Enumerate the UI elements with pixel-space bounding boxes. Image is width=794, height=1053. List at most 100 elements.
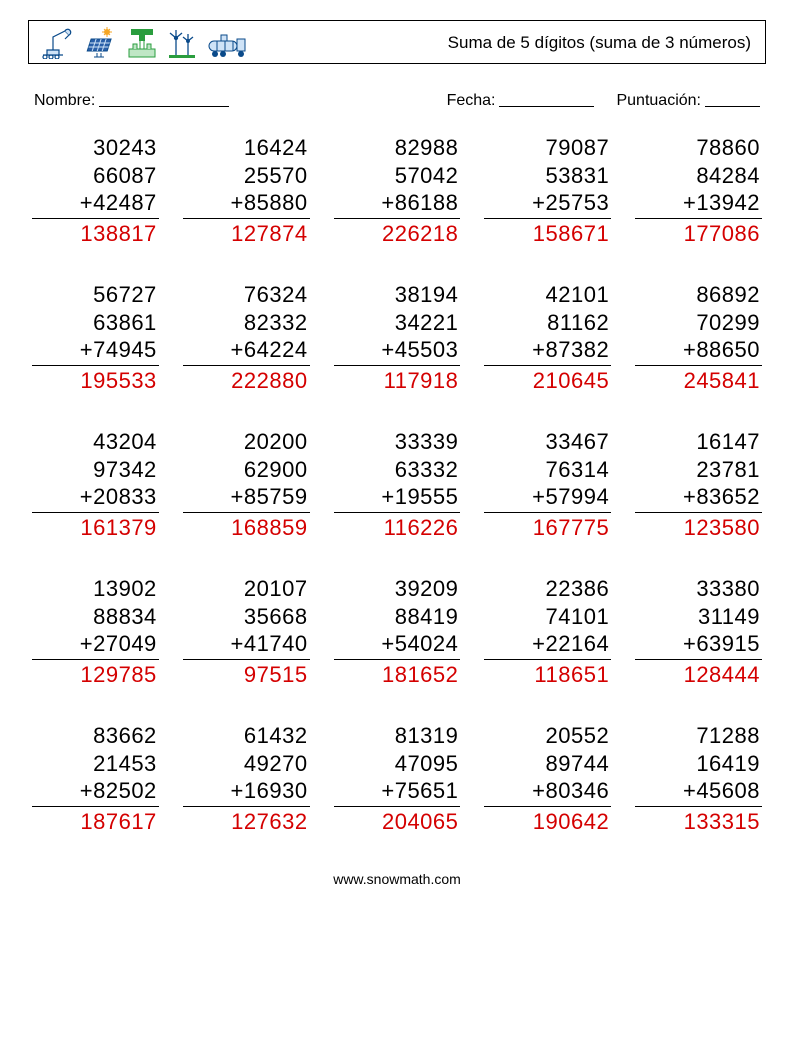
addend-2: 63332 (334, 456, 459, 484)
addend-3: 85880 (183, 189, 308, 217)
answer: 129785 (32, 660, 159, 689)
addend-2: 31149 (635, 603, 760, 631)
worksheet-title: Suma de 5 dígitos (suma de 3 números) (448, 33, 751, 53)
addend-2: 23781 (635, 456, 760, 484)
answer: 177086 (635, 219, 762, 248)
answer: 226218 (334, 219, 461, 248)
addend-1: 56727 (32, 281, 157, 309)
addition-problem: 763248233264224222880 (183, 281, 310, 394)
addend-1: 38194 (334, 281, 459, 309)
addends: 790875383125753 (484, 134, 611, 219)
addend-1: 79087 (484, 134, 609, 162)
score-blank[interactable] (705, 92, 760, 107)
footer-link[interactable]: www.snowmath.com (28, 871, 766, 887)
addend-1: 86892 (635, 281, 760, 309)
addend-2: 63861 (32, 309, 157, 337)
name-blank[interactable] (99, 92, 229, 107)
addends: 164242557085880 (183, 134, 310, 219)
header-box: Suma de 5 dígitos (suma de 3 números) (28, 20, 766, 64)
addends: 868927029988650 (635, 281, 762, 366)
addition-problem: 20107356684174097515 (183, 575, 310, 688)
addend-1: 76324 (183, 281, 308, 309)
addend-3: 75651 (334, 777, 459, 805)
answer: 181652 (334, 660, 461, 689)
addend-1: 39209 (334, 575, 459, 603)
addend-2: 53831 (484, 162, 609, 190)
addend-1: 71288 (635, 722, 760, 750)
addend-3: 83652 (635, 483, 760, 511)
addend-2: 82332 (183, 309, 308, 337)
addends: 334677631457994 (484, 428, 611, 513)
addend-1: 33467 (484, 428, 609, 456)
answer: 167775 (484, 513, 611, 542)
addition-problem: 868927029988650245841 (635, 281, 762, 394)
addends: 836622145382502 (32, 722, 159, 807)
answer: 127632 (183, 807, 310, 836)
worksheet-page: Suma de 5 dígitos (suma de 3 números) No… (0, 0, 794, 897)
addend-1: 16424 (183, 134, 308, 162)
answer: 127874 (183, 219, 310, 248)
addition-problem: 164242557085880127874 (183, 134, 310, 247)
addend-2: 21453 (32, 750, 157, 778)
addend-3: 27049 (32, 630, 157, 658)
addition-problem: 139028883427049129785 (32, 575, 159, 688)
addend-1: 81319 (334, 722, 459, 750)
addend-2: 89744 (484, 750, 609, 778)
addend-3: 19555 (334, 483, 459, 511)
addend-1: 13902 (32, 575, 157, 603)
addends: 421018116287382 (484, 281, 611, 366)
plant-icon (127, 27, 157, 59)
addition-problem: 223867410122164118651 (484, 575, 611, 688)
header-icons (39, 27, 247, 59)
addends: 614324927016930 (183, 722, 310, 807)
addend-2: 47095 (334, 750, 459, 778)
addition-problem: 836622145382502187617 (32, 722, 159, 835)
addend-1: 43204 (32, 428, 157, 456)
addends: 205528974480346 (484, 722, 611, 807)
info-row: Nombre: Fecha: Puntuación: (34, 92, 760, 110)
addend-3: 64224 (183, 336, 308, 364)
addend-1: 61432 (183, 722, 308, 750)
addend-1: 82988 (334, 134, 459, 162)
addend-2: 88419 (334, 603, 459, 631)
addend-1: 30243 (32, 134, 157, 162)
addends: 813194709575651 (334, 722, 461, 807)
addend-3: 57994 (484, 483, 609, 511)
addend-2: 35668 (183, 603, 308, 631)
addends: 567276386174945 (32, 281, 159, 366)
addends: 202006290085759 (183, 428, 310, 513)
addend-1: 16147 (635, 428, 760, 456)
addends: 763248233264224 (183, 281, 310, 366)
addend-2: 49270 (183, 750, 308, 778)
addend-1: 33339 (334, 428, 459, 456)
addend-2: 84284 (635, 162, 760, 190)
addend-3: 16930 (183, 777, 308, 805)
addition-problem: 614324927016930127632 (183, 722, 310, 835)
addend-3: 45608 (635, 777, 760, 805)
score-label: Puntuación: (616, 92, 701, 110)
addition-problem: 421018116287382210645 (484, 281, 611, 394)
addend-1: 22386 (484, 575, 609, 603)
addends: 829885704286188 (334, 134, 461, 219)
addend-2: 88834 (32, 603, 157, 631)
addend-3: 42487 (32, 189, 157, 217)
addend-3: 74945 (32, 336, 157, 364)
answer: 245841 (635, 366, 762, 395)
addition-problem: 790875383125753158671 (484, 134, 611, 247)
addition-problem: 202006290085759168859 (183, 428, 310, 541)
addends: 333396333219555 (334, 428, 461, 513)
addend-2: 16419 (635, 750, 760, 778)
addend-2: 76314 (484, 456, 609, 484)
answer: 190642 (484, 807, 611, 836)
addend-2: 70299 (635, 309, 760, 337)
date-blank[interactable] (499, 92, 594, 107)
addend-3: 88650 (635, 336, 760, 364)
answer: 210645 (484, 366, 611, 395)
addition-problem: 813194709575651204065 (334, 722, 461, 835)
addends: 333803114963915 (635, 575, 762, 660)
answer: 161379 (32, 513, 159, 542)
addition-problem: 333803114963915128444 (635, 575, 762, 688)
addend-2: 66087 (32, 162, 157, 190)
addends: 139028883427049 (32, 575, 159, 660)
addend-1: 42101 (484, 281, 609, 309)
